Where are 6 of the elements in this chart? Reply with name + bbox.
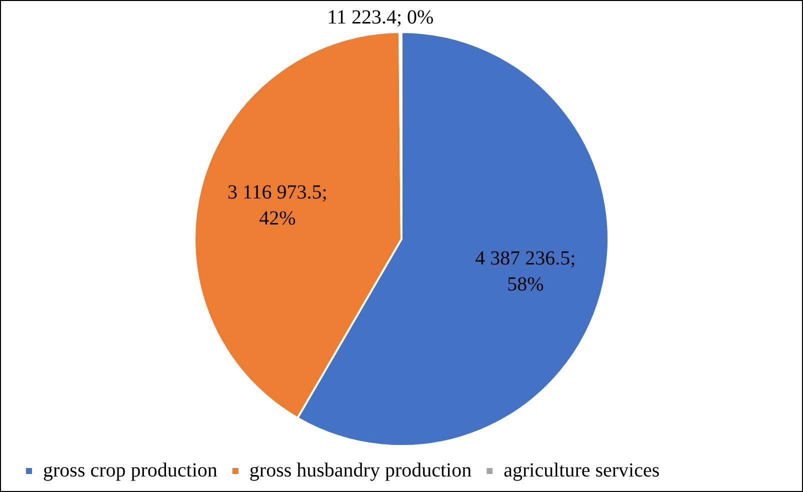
legend-label: gross crop production [43, 459, 218, 482]
legend-label: gross husbandry production [249, 459, 472, 482]
legend-label: agriculture services [504, 459, 660, 482]
data-label: 11 223.4; 0% [327, 6, 434, 28]
data-label: 4 387 236.5; 58% [475, 248, 576, 296]
data-label: 3 116 973.5; 42% [228, 181, 328, 230]
